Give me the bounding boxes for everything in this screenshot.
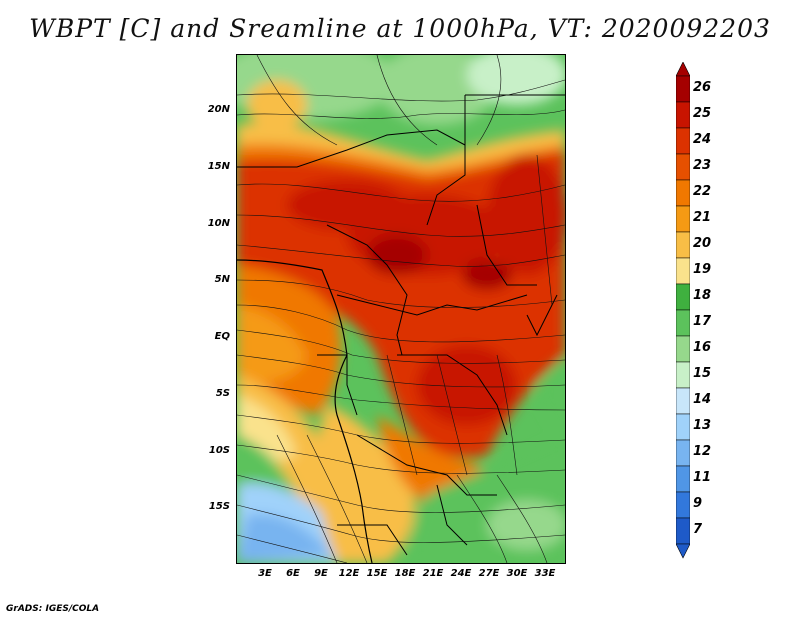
lon-label-3e: 3E bbox=[258, 568, 272, 579]
lon-label-21e: 21E bbox=[422, 568, 444, 579]
cb-label-25: 25 bbox=[693, 106, 712, 121]
cb-label-16: 16 bbox=[693, 340, 712, 355]
wbpt-field-map bbox=[237, 55, 565, 563]
cb-swatch-18 bbox=[675, 283, 691, 311]
cb-label-23: 23 bbox=[693, 158, 712, 173]
cb-swatch-20 bbox=[675, 231, 691, 259]
map-panel bbox=[236, 54, 566, 564]
lon-label-18e: 18E bbox=[394, 568, 416, 579]
lon-label-9e: 9E bbox=[314, 568, 328, 579]
cb-swatch-16 bbox=[675, 335, 691, 363]
lon-label-33e: 33E bbox=[534, 568, 556, 579]
cb-swatch-13 bbox=[675, 413, 691, 441]
cb-swatch-15 bbox=[675, 361, 691, 389]
lat-label-eq: EQ bbox=[214, 331, 230, 342]
cb-label-13: 13 bbox=[693, 418, 712, 433]
lat-label-15s: 15S bbox=[208, 501, 230, 512]
shaded-field bbox=[237, 55, 565, 563]
cb-swatch-25 bbox=[675, 101, 691, 129]
cb-label-24: 24 bbox=[693, 132, 712, 147]
country-borders bbox=[237, 94, 565, 556]
cb-swatch-24 bbox=[675, 127, 691, 155]
cb-label-11: 11 bbox=[693, 470, 712, 485]
cb-label-26: 26 bbox=[693, 80, 712, 95]
cb-label-14: 14 bbox=[693, 392, 712, 407]
grads-credit: GrADS: IGES/COLA bbox=[6, 604, 100, 614]
lat-label-10s: 10S bbox=[208, 445, 230, 456]
cb-swatch-21 bbox=[675, 205, 691, 233]
cb-swatch-12 bbox=[675, 439, 691, 467]
lon-label-15e: 15E bbox=[366, 568, 388, 579]
cb-swatch-11 bbox=[675, 465, 691, 493]
cb-label-12: 12 bbox=[693, 444, 712, 459]
cb-label-21: 21 bbox=[693, 210, 712, 225]
cb-swatch-7 bbox=[675, 517, 691, 545]
lon-label-27e: 27E bbox=[478, 568, 500, 579]
lat-label-5s: 5S bbox=[215, 388, 230, 399]
cb-label-9: 9 bbox=[693, 496, 703, 511]
lon-label-24e: 24E bbox=[450, 568, 472, 579]
streamlines bbox=[237, 55, 565, 563]
colorbar bbox=[675, 61, 691, 566]
lon-label-30e: 30E bbox=[506, 568, 528, 579]
lon-label-12e: 12E bbox=[338, 568, 360, 579]
map-title: WBPT [C] and Sreamline at 1000hPa, VT: 2… bbox=[29, 14, 771, 43]
cb-swatch-22 bbox=[675, 179, 691, 207]
coastline bbox=[237, 259, 373, 563]
cb-swatch-26 bbox=[675, 75, 691, 103]
cb-label-18: 18 bbox=[693, 288, 712, 303]
cb-label-17: 17 bbox=[693, 314, 712, 329]
cb-label-7: 7 bbox=[693, 522, 703, 537]
colorbar-swatches bbox=[675, 61, 691, 559]
lon-label-6e: 6E bbox=[286, 568, 300, 579]
lat-label-15n: 15N bbox=[207, 161, 230, 172]
cb-swatch-9 bbox=[675, 491, 691, 519]
lat-label-20n: 20N bbox=[207, 104, 230, 115]
cb-swatch-17 bbox=[675, 309, 691, 337]
lat-label-10n: 10N bbox=[207, 218, 230, 229]
cb-label-22: 22 bbox=[693, 184, 712, 199]
colorbar-bottom-arrow bbox=[675, 543, 691, 559]
cb-label-15: 15 bbox=[693, 366, 712, 381]
colorbar-top-arrow bbox=[675, 61, 691, 77]
cb-label-19: 19 bbox=[693, 262, 712, 277]
cb-swatch-14 bbox=[675, 387, 691, 415]
lat-label-5n: 5N bbox=[214, 274, 230, 285]
cb-swatch-23 bbox=[675, 153, 691, 181]
cb-label-20: 20 bbox=[693, 236, 712, 251]
cb-swatch-19 bbox=[675, 257, 691, 285]
